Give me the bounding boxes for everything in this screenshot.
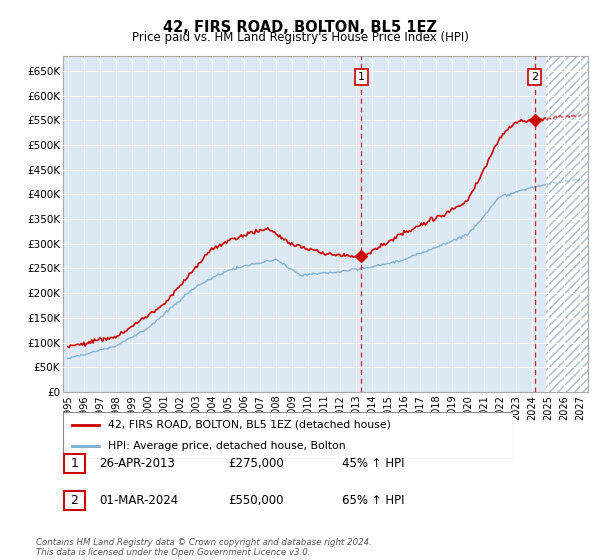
FancyBboxPatch shape — [64, 491, 85, 510]
Text: 01-MAR-2024: 01-MAR-2024 — [99, 493, 178, 507]
Text: 45% ↑ HPI: 45% ↑ HPI — [342, 457, 404, 470]
Text: 2: 2 — [70, 493, 79, 507]
Text: 2: 2 — [531, 72, 538, 82]
Text: 1: 1 — [358, 72, 365, 82]
Text: 42, FIRS ROAD, BOLTON, BL5 1EZ (detached house): 42, FIRS ROAD, BOLTON, BL5 1EZ (detached… — [108, 420, 391, 430]
Text: Price paid vs. HM Land Registry's House Price Index (HPI): Price paid vs. HM Land Registry's House … — [131, 31, 469, 44]
Text: £275,000: £275,000 — [228, 457, 284, 470]
Text: Contains HM Land Registry data © Crown copyright and database right 2024.
This d: Contains HM Land Registry data © Crown c… — [36, 538, 372, 557]
Text: 65% ↑ HPI: 65% ↑ HPI — [342, 493, 404, 507]
Text: 1: 1 — [70, 457, 79, 470]
FancyBboxPatch shape — [64, 454, 85, 473]
Text: £550,000: £550,000 — [228, 493, 284, 507]
Text: 26-APR-2013: 26-APR-2013 — [99, 457, 175, 470]
Text: 42, FIRS ROAD, BOLTON, BL5 1EZ: 42, FIRS ROAD, BOLTON, BL5 1EZ — [163, 20, 437, 35]
Bar — [547, 56, 600, 392]
Text: HPI: Average price, detached house, Bolton: HPI: Average price, detached house, Bolt… — [108, 441, 346, 451]
Bar — [547, 56, 600, 392]
